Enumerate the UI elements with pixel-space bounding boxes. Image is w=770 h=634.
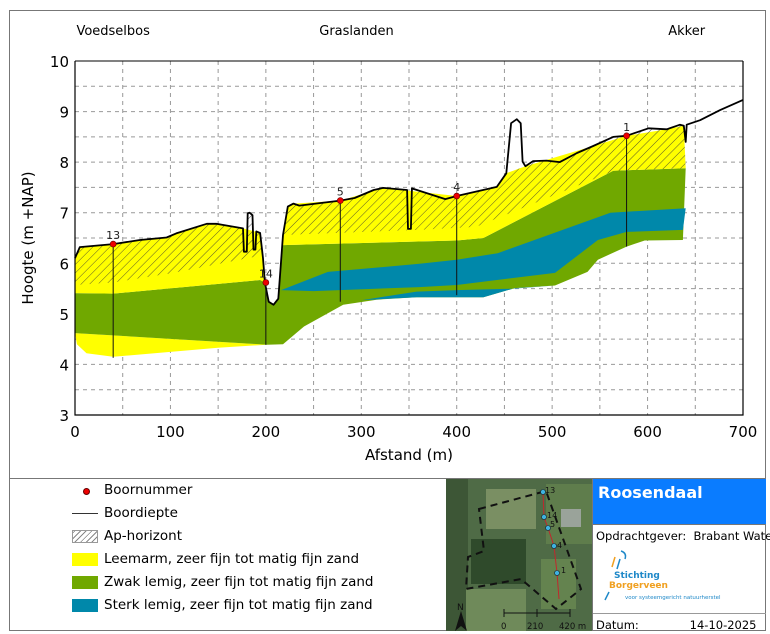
axis-frame	[74, 61, 744, 416]
borehole-label: 5	[337, 186, 344, 199]
figure-frame	[9, 10, 766, 631]
borehole-label: 1	[623, 121, 630, 134]
x-tick-label: 0	[70, 423, 80, 441]
borehole-label: 13	[106, 229, 120, 242]
divider	[9, 478, 766, 479]
soil-layer	[75, 168, 686, 345]
scale-label: 420 m	[559, 622, 586, 631]
legend-label: Ap-horizont	[104, 528, 182, 544]
x-axis-label: Afstand (m)	[365, 446, 453, 464]
borehole-label: 4	[453, 181, 460, 194]
project-title: Roosendaal	[593, 479, 766, 525]
red-dot-icon	[72, 484, 98, 497]
legend-item-boordiepte: Boordiepte	[72, 504, 178, 522]
x-tick-label: 400	[442, 423, 471, 441]
logo-swoosh-icon	[604, 550, 627, 601]
date-value: 14-10-2025	[689, 618, 757, 632]
soil-layers	[74, 99, 744, 357]
logo-tagline: voor systeemgericht natuurherstel	[625, 595, 721, 601]
borehole-marker	[262, 279, 270, 286]
legend-label: Boordiepte	[104, 505, 178, 521]
line-icon	[72, 507, 98, 520]
yellow-swatch-icon	[72, 552, 98, 566]
date-row: Datum: 14-10-2025	[593, 613, 766, 632]
aerial-map: 13 14 5 4 1 0 210 420 m N	[446, 479, 592, 631]
blue-swatch-icon	[72, 598, 98, 612]
legend-item-sterk-lemig: Sterk lemig, zeer fijn tot matig fijn za…	[72, 596, 373, 614]
scale-label: 210	[527, 622, 543, 631]
x-tick-label: 700	[729, 423, 758, 441]
map-point-label: 5	[550, 520, 555, 529]
zone-label: Voedselbos	[76, 24, 150, 39]
borehole-label: 14	[259, 268, 273, 281]
logo-text-name: Borgerveen	[609, 581, 668, 591]
y-axis-label: Hoogte (m +NAP)	[19, 171, 37, 304]
logo-text-top: Stichting	[614, 571, 660, 581]
axes: 0 100 200 300 400 500 600 700 3 4 5 6 7 8 9 10	[50, 53, 757, 441]
ap-horizon-hatch	[75, 212, 263, 285]
green-swatch-icon	[72, 575, 98, 589]
x-tick-label: 200	[252, 423, 281, 441]
soil-layer	[75, 333, 267, 357]
borehole-marker	[453, 192, 461, 200]
x-tick-label: 300	[347, 423, 376, 441]
soil-layer	[361, 285, 555, 301]
legend-label: Leemarm, zeer fijn tot matig fijn zand	[104, 551, 360, 567]
location-map: 13 14 5 4 1 0 210 420 m N	[446, 479, 592, 631]
y-tick-label: 8	[59, 154, 69, 172]
zone-label: Graslanden	[319, 24, 393, 39]
y-tick-label: 5	[59, 306, 69, 324]
y-tick-label: 10	[50, 53, 69, 71]
legend-label: Sterk lemig, zeer fijn tot matig fijn za…	[104, 597, 373, 613]
legend-label: Zwak lemig, zeer fijn tot matig fijn zan…	[104, 574, 374, 590]
map-point-label: 13	[545, 486, 555, 495]
scale-bar: 0 210 420 m	[501, 609, 586, 631]
soil-layer	[281, 208, 686, 292]
legend-label: Boornummer	[104, 482, 193, 498]
x-tick-label: 600	[633, 423, 662, 441]
map-point-label: 1	[561, 566, 566, 575]
legend-item-boornummer: Boornummer	[72, 481, 192, 499]
y-tick-label: 9	[59, 104, 69, 122]
north-label: N	[457, 603, 464, 613]
scale-label: 0	[501, 622, 506, 631]
surface-line	[74, 99, 744, 306]
map-point-label: 14	[547, 511, 557, 520]
north-arrow-icon: N	[455, 603, 467, 631]
map-point-label: 4	[557, 541, 562, 550]
borgerveen-logo: Stichting Borgerveen voor systeemgericht…	[601, 547, 761, 607]
client-name: Brabant Water	[693, 529, 770, 543]
zone-label: Akker	[668, 24, 705, 39]
legend-item-ap-horizont: Ap-horizont	[72, 527, 182, 545]
borehole-marker	[109, 240, 117, 248]
legend-item-zwak-lemig: Zwak lemig, zeer fijn tot matig fijn zan…	[72, 573, 373, 591]
boreholes: 13 14 5 4 1	[106, 121, 630, 358]
x-tick-label: 500	[538, 423, 567, 441]
x-tick-label: 100	[156, 423, 185, 441]
y-tick-label: 3	[59, 407, 69, 425]
client-row: Opdrachtgever: Brabant Water	[596, 529, 770, 543]
date-label: Datum:	[596, 618, 639, 632]
borehole-marker	[336, 197, 344, 204]
y-tick-label: 4	[59, 356, 69, 374]
hatch-icon	[72, 529, 98, 543]
y-tick-label: 6	[59, 255, 69, 273]
legend-item-leemarm: Leemarm, zeer fijn tot matig fijn zand	[72, 550, 359, 568]
y-tick-label: 7	[59, 205, 69, 223]
ap-horizon-hatch	[283, 124, 686, 235]
info-panel: Roosendaal Opdrachtgever: Brabant Water …	[592, 479, 770, 632]
client-label: Opdrachtgever:	[596, 529, 687, 543]
borehole-marker	[623, 132, 630, 140]
